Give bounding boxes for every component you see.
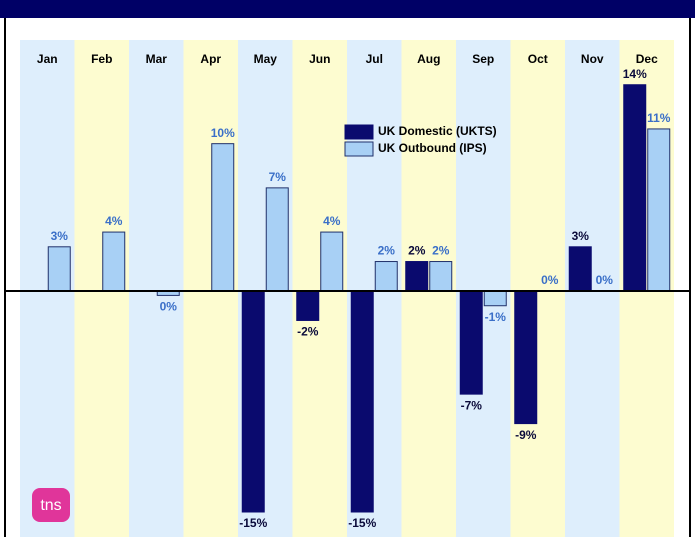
bar xyxy=(374,261,398,292)
bar xyxy=(483,290,507,307)
x-tick-label: Apr xyxy=(200,52,221,66)
bar xyxy=(429,261,453,292)
bar xyxy=(623,84,647,292)
bar xyxy=(47,246,71,292)
x-tick-label: Oct xyxy=(528,52,548,66)
bar xyxy=(405,261,429,292)
bar xyxy=(296,290,320,321)
x-tick-label: Aug xyxy=(417,52,440,66)
data-label: -7% xyxy=(461,398,483,412)
bar xyxy=(211,143,235,292)
x-tick-label: Jan xyxy=(37,52,58,66)
bar xyxy=(320,231,344,292)
bar xyxy=(265,187,289,292)
data-label: 10% xyxy=(211,126,235,140)
legend-label: UK Domestic (UKTS) xyxy=(378,124,497,138)
data-label: -15% xyxy=(239,516,267,530)
legend-swatch xyxy=(344,124,374,140)
data-label: 0% xyxy=(596,273,614,287)
bar xyxy=(568,246,592,292)
data-label: 4% xyxy=(323,214,341,228)
column-band xyxy=(510,40,565,537)
bar xyxy=(102,231,126,292)
logo: tns xyxy=(40,497,61,514)
x-tick-label: Nov xyxy=(581,52,604,66)
data-label: -2% xyxy=(297,325,319,339)
title-band xyxy=(0,0,695,18)
data-label: 3% xyxy=(572,229,590,243)
data-label: -9% xyxy=(515,428,537,442)
data-label: 0% xyxy=(160,300,178,314)
data-label: 0% xyxy=(541,273,559,287)
data-label: -1% xyxy=(485,310,507,324)
data-label: 14% xyxy=(623,67,647,81)
data-label: 4% xyxy=(105,214,123,228)
data-label: 7% xyxy=(269,170,287,184)
legend-swatch xyxy=(344,141,374,157)
x-tick-label: Dec xyxy=(636,52,658,66)
data-label: 11% xyxy=(647,111,671,125)
data-label: 2% xyxy=(408,244,426,258)
x-tick-label: May xyxy=(254,52,278,66)
data-label: 2% xyxy=(432,244,450,258)
bar xyxy=(459,290,483,395)
logo-box xyxy=(32,488,70,522)
x-tick-label: Jun xyxy=(309,52,330,66)
bar xyxy=(241,290,265,513)
column-band xyxy=(129,40,184,537)
bar xyxy=(514,290,538,425)
x-tick-label: Jul xyxy=(366,52,383,66)
x-tick-label: Mar xyxy=(146,52,168,66)
column-band xyxy=(456,40,511,537)
data-label: 2% xyxy=(378,244,396,258)
bar xyxy=(647,128,671,292)
data-label: -15% xyxy=(348,516,376,530)
bar xyxy=(350,290,374,513)
x-tick-label: Sep xyxy=(472,52,494,66)
x-tick-label: Feb xyxy=(91,52,112,66)
legend-label: UK Outbound (IPS) xyxy=(378,141,487,155)
data-label: 3% xyxy=(51,229,69,243)
